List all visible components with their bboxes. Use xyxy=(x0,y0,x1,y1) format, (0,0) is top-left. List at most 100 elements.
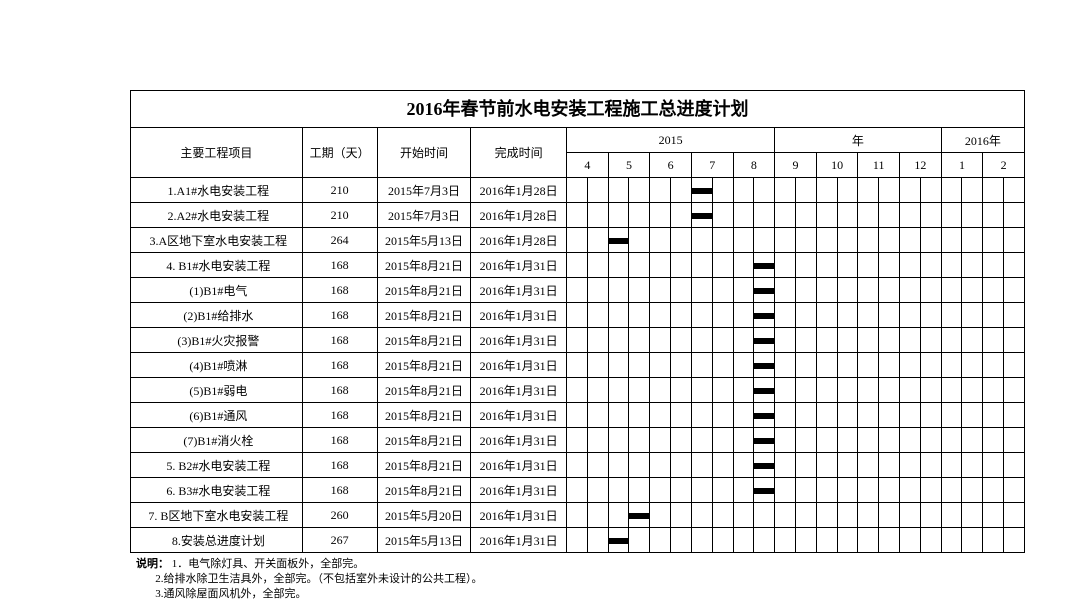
gantt-cell xyxy=(733,353,754,378)
gantt-cell xyxy=(858,178,879,203)
gantt-cell xyxy=(712,503,733,528)
gantt-cell xyxy=(1004,403,1025,428)
gantt-cell xyxy=(775,403,796,428)
gantt-cell xyxy=(733,253,754,278)
gantt-cell xyxy=(941,353,962,378)
gantt-cell xyxy=(587,278,608,303)
gantt-cell xyxy=(567,328,588,353)
gantt-cell xyxy=(671,378,692,403)
gantt-cell xyxy=(608,203,629,228)
gantt-cell xyxy=(691,403,712,428)
project-name: 4. B1#水电安装工程 xyxy=(131,253,303,278)
gantt-cell xyxy=(1004,228,1025,253)
gantt-cell xyxy=(816,328,837,353)
gantt-cell xyxy=(567,253,588,278)
gantt-cell xyxy=(816,378,837,403)
gantt-cell xyxy=(1004,428,1025,453)
gantt-cell xyxy=(733,228,754,253)
gantt-cell xyxy=(671,203,692,228)
project-name: (3)B1#火灾报警 xyxy=(131,328,303,353)
gantt-cell xyxy=(983,253,1004,278)
gantt-cell xyxy=(671,528,692,553)
column-header-name: 主要工程项目 xyxy=(131,128,303,178)
gantt-cell xyxy=(983,178,1004,203)
gantt-cell xyxy=(879,328,900,353)
gantt-cell xyxy=(650,228,671,253)
table-row: 8.安装总进度计划2672015年5月13日2016年1月31日 xyxy=(131,528,1025,553)
gantt-cell xyxy=(962,178,983,203)
end-cell: 2016年1月31日 xyxy=(471,503,567,528)
gantt-cell xyxy=(691,428,712,453)
gantt-cell xyxy=(629,503,650,528)
gantt-cell xyxy=(587,528,608,553)
duration-cell: 168 xyxy=(302,478,377,503)
gantt-cell xyxy=(691,203,712,228)
month-header: 6 xyxy=(650,153,692,178)
gantt-cell xyxy=(962,378,983,403)
start-cell: 2015年7月3日 xyxy=(377,203,471,228)
duration-cell: 168 xyxy=(302,278,377,303)
gantt-cell xyxy=(837,228,858,253)
gantt-cell xyxy=(608,303,629,328)
gantt-cell xyxy=(900,203,921,228)
table-row: (5)B1#弱电1682015年8月21日2016年1月31日 xyxy=(131,378,1025,403)
end-cell: 2016年1月31日 xyxy=(471,328,567,353)
gantt-cell xyxy=(587,378,608,403)
gantt-cell xyxy=(1004,278,1025,303)
gantt-cell xyxy=(754,428,775,453)
gantt-cell xyxy=(691,303,712,328)
table-row: (4)B1#喷淋1682015年8月21日2016年1月31日 xyxy=(131,353,1025,378)
gantt-cell xyxy=(587,328,608,353)
gantt-cell xyxy=(858,528,879,553)
gantt-cell xyxy=(775,453,796,478)
gantt-cell xyxy=(983,428,1004,453)
gantt-cell xyxy=(900,328,921,353)
duration-cell: 168 xyxy=(302,353,377,378)
gantt-cell xyxy=(1004,528,1025,553)
gantt-cell xyxy=(650,303,671,328)
gantt-cell xyxy=(671,478,692,503)
gantt-cell xyxy=(900,478,921,503)
gantt-cell xyxy=(962,228,983,253)
gantt-cell xyxy=(587,503,608,528)
table-row: (7)B1#消火栓1682015年8月21日2016年1月31日 xyxy=(131,428,1025,453)
gantt-cell xyxy=(900,178,921,203)
gantt-cell xyxy=(920,278,941,303)
gantt-cell xyxy=(795,503,816,528)
gantt-cell xyxy=(754,353,775,378)
gantt-cell xyxy=(754,453,775,478)
gantt-cell xyxy=(858,453,879,478)
gantt-cell xyxy=(983,503,1004,528)
gantt-cell xyxy=(650,528,671,553)
gantt-cell xyxy=(816,278,837,303)
gantt-cell xyxy=(587,228,608,253)
end-cell: 2016年1月31日 xyxy=(471,403,567,428)
start-cell: 2015年8月21日 xyxy=(377,353,471,378)
month-header: 9 xyxy=(775,153,817,178)
gantt-cell xyxy=(775,228,796,253)
gantt-cell xyxy=(608,228,629,253)
gantt-cell xyxy=(733,278,754,303)
table-row: 3.A区地下室水电安装工程2642015年5月13日2016年1月28日 xyxy=(131,228,1025,253)
gantt-cell xyxy=(962,428,983,453)
gantt-cell xyxy=(941,528,962,553)
gantt-cell xyxy=(962,303,983,328)
project-name: 6. B3#水电安装工程 xyxy=(131,478,303,503)
gantt-cell xyxy=(837,278,858,303)
gantt-cell xyxy=(733,453,754,478)
month-header: 10 xyxy=(816,153,858,178)
gantt-cell xyxy=(567,178,588,203)
duration-cell: 267 xyxy=(302,528,377,553)
gantt-cell xyxy=(837,178,858,203)
gantt-cell xyxy=(816,228,837,253)
month-header: 12 xyxy=(900,153,942,178)
gantt-cell xyxy=(795,528,816,553)
duration-cell: 210 xyxy=(302,203,377,228)
end-cell: 2016年1月28日 xyxy=(471,178,567,203)
gantt-cell xyxy=(1004,303,1025,328)
gantt-cell xyxy=(795,353,816,378)
gantt-cell xyxy=(816,453,837,478)
gantt-cell xyxy=(879,503,900,528)
gantt-cell xyxy=(587,253,608,278)
gantt-cell xyxy=(608,328,629,353)
